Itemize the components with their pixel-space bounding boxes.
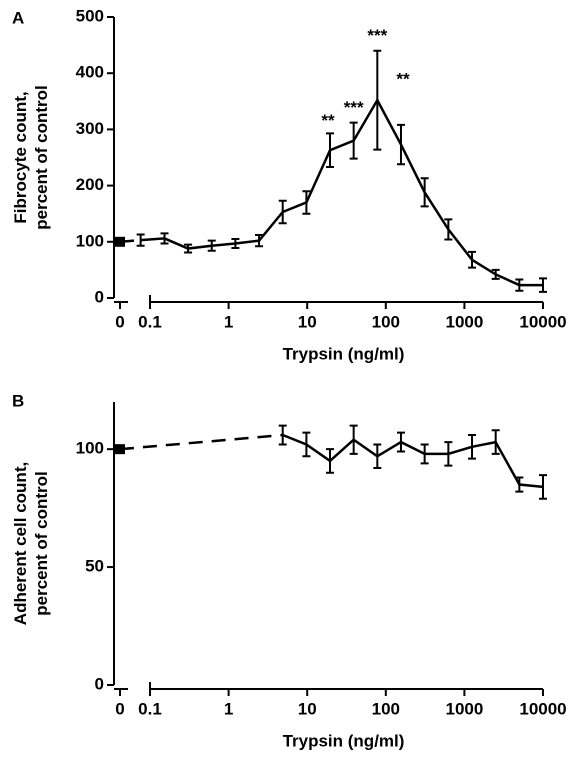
error-bar <box>231 237 240 249</box>
error-bar <box>302 190 311 215</box>
error-bar <box>444 218 453 241</box>
error-bar <box>302 431 311 458</box>
error-bar <box>255 234 264 248</box>
x-tick-label: 1000 <box>445 312 483 331</box>
x-tick-label: 0.1 <box>138 699 162 718</box>
x-tick-label: 10 <box>298 312 317 331</box>
error-bar <box>396 123 405 166</box>
error-bar <box>491 268 500 280</box>
error-bar <box>491 429 500 455</box>
error-bar <box>325 448 334 474</box>
error-bar <box>396 431 405 453</box>
control-marker <box>115 236 125 247</box>
error-bar <box>468 250 477 269</box>
y-tick-label: 0 <box>95 674 104 693</box>
x-tick-label: 100 <box>372 312 400 331</box>
x-tick-label: 1000 <box>445 699 483 718</box>
error-bar <box>373 443 382 470</box>
significance-label: *** <box>367 26 387 45</box>
error-bar <box>160 232 169 245</box>
x-tick-label: 1 <box>224 312 233 331</box>
panel-label: B <box>12 391 24 410</box>
control-marker <box>115 444 125 455</box>
error-bar <box>515 278 524 292</box>
y-axis-label-line: percent of control <box>32 85 51 230</box>
y-tick-label: 50 <box>85 557 104 576</box>
y-tick-label: 500 <box>76 6 104 25</box>
panel-label: A <box>12 8 24 27</box>
error-bar <box>515 476 524 493</box>
error-bar <box>278 199 287 225</box>
error-bar <box>184 243 193 254</box>
y-axis-label-line: Adherent cell count, <box>11 462 30 625</box>
x-tick-label: 10 <box>298 699 317 718</box>
y-tick-label: 100 <box>76 231 104 250</box>
x-axis-label: Trypsin (ng/ml) <box>283 344 405 363</box>
error-bar <box>468 434 477 460</box>
x-tick-label: 0 <box>115 312 124 331</box>
x-tick-label: 1 <box>224 699 233 718</box>
x-tick-label: 100 <box>372 699 400 718</box>
series-line <box>140 97 543 287</box>
error-bar <box>539 474 547 500</box>
significance-label: ** <box>396 70 410 89</box>
series-line <box>282 433 544 489</box>
x-tick-label: 0.1 <box>138 312 162 331</box>
y-axis-label-line: percent of control <box>32 471 51 616</box>
significance-label: *** <box>344 98 364 117</box>
error-bar <box>136 233 145 247</box>
error-bar <box>373 49 382 151</box>
y-axis-label: Adherent cell count, percent of control <box>11 462 51 625</box>
y-tick-label: 100 <box>76 439 104 458</box>
error-bar <box>349 121 358 160</box>
x-axis-label: Trypsin (ng/ml) <box>283 731 405 750</box>
y-tick-label: 400 <box>76 63 104 82</box>
x-tick-label: 0 <box>115 699 124 718</box>
y-tick-label: 0 <box>95 287 104 306</box>
y-tick-label: 300 <box>76 119 104 138</box>
x-tick-label: 10000 <box>519 312 566 331</box>
x-tick-label: 10000 <box>519 699 566 718</box>
error-bar <box>444 441 453 467</box>
significance-label: ** <box>321 111 335 130</box>
error-bar <box>207 239 216 252</box>
error-bar <box>420 443 429 465</box>
y-axis-label-line: Fibrocyte count, <box>11 91 30 223</box>
y-tick-label: 200 <box>76 175 104 194</box>
error-bar <box>278 424 287 446</box>
error-bar <box>349 424 358 455</box>
error-bar <box>420 177 429 208</box>
error-bar <box>539 277 547 293</box>
y-axis-label: Fibrocyte count, percent of control <box>11 85 51 230</box>
control-connector <box>119 433 283 451</box>
error-bar <box>325 132 334 169</box>
